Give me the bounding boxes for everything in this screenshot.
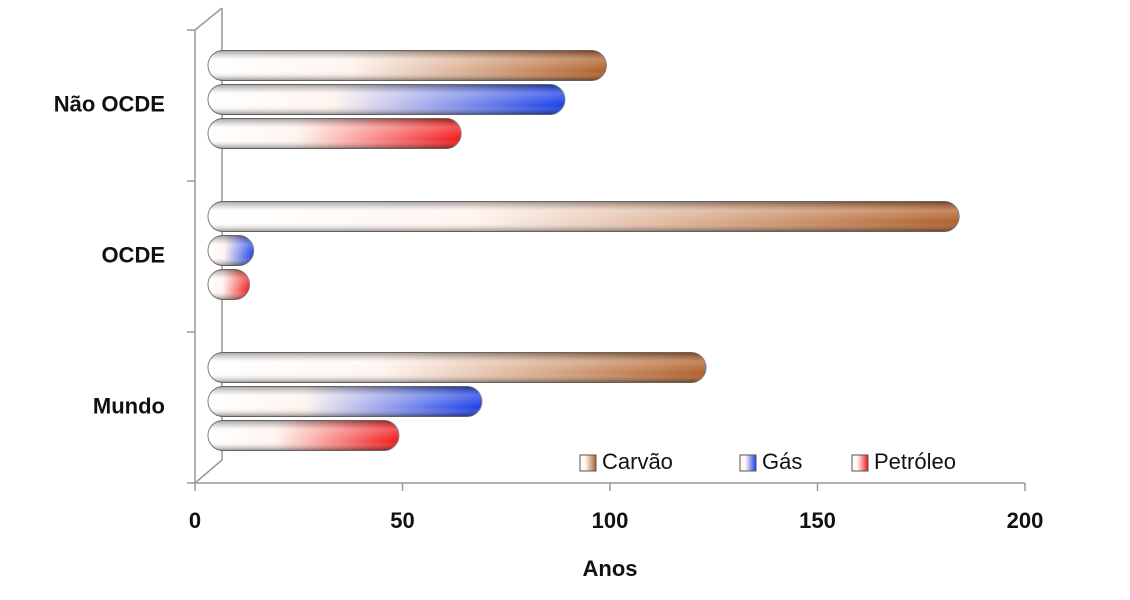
bar-gloss [208, 269, 250, 300]
bar-gloss [208, 201, 960, 232]
x-tick-label: 0 [189, 508, 201, 533]
wall-edge [194, 7, 223, 31]
x-axis-label: Anos [583, 556, 638, 581]
x-tick-label: 200 [1007, 508, 1044, 533]
bar-gloss [208, 386, 482, 417]
x-tick-label: 150 [799, 508, 836, 533]
legend-label: Carvão [602, 449, 673, 474]
legend-swatch [739, 454, 757, 472]
legend-label: Petróleo [874, 449, 956, 474]
bar-gloss [208, 50, 607, 81]
bar-gloss [208, 352, 706, 383]
x-tick-label: 100 [592, 508, 629, 533]
y-tick-label: Não OCDE [54, 91, 165, 116]
legend-swatch [579, 454, 597, 472]
y-tick-label: OCDE [101, 242, 165, 267]
wall-edge [194, 459, 223, 484]
bar-gloss [208, 420, 399, 451]
legend-label: Gás [762, 449, 802, 474]
bar-gloss [208, 118, 462, 149]
y-tick-label: Mundo [93, 393, 165, 418]
x-tick-label: 50 [390, 508, 414, 533]
bar-gloss [208, 84, 565, 115]
bar-gloss [208, 235, 254, 266]
legend-swatch [851, 454, 869, 472]
